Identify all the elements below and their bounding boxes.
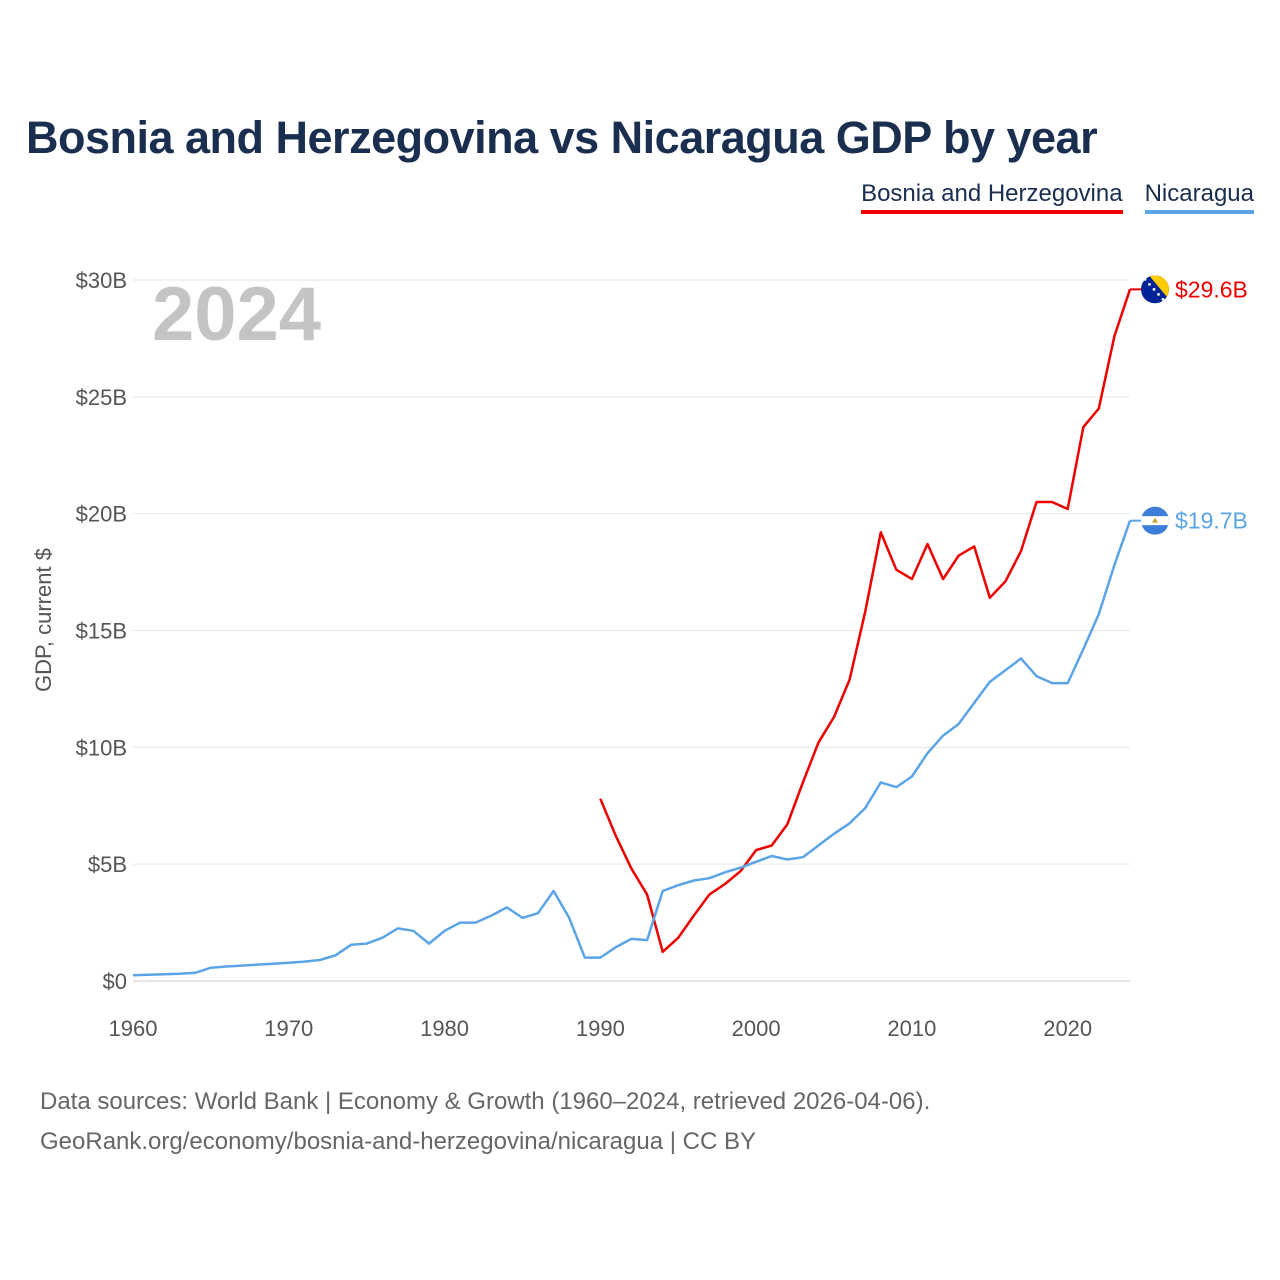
year-display: 2024 [152, 272, 321, 357]
x-tick-label: 1980 [420, 1016, 469, 1041]
end-value-label: $19.7B [1175, 508, 1248, 534]
y-tick-label: $15B [76, 619, 127, 644]
x-tick-label: 1960 [109, 1016, 158, 1041]
bosnia-flag-icon [1141, 275, 1169, 304]
y-tick-label: $5B [88, 852, 127, 877]
y-tick-label: $10B [76, 735, 127, 760]
x-tick-label: 1990 [576, 1016, 625, 1041]
grid-lines [133, 279, 1130, 982]
chart-footer: Data sources: World Bank | Economy & Gro… [40, 1082, 930, 1162]
chart-legend: Bosnia and Herzegovina Nicaragua [861, 180, 1254, 214]
footer-sources: Data sources: World Bank | Economy & Gro… [40, 1088, 931, 1115]
y-tick-label: $20B [76, 502, 127, 527]
x-tick-label: 2000 [732, 1016, 781, 1041]
chart-title: Bosnia and Herzegovina vs Nicaragua GDP … [26, 112, 1098, 163]
x-tick-label: 1970 [264, 1016, 313, 1041]
series-line-nicaragua [132, 520, 1132, 977]
legend-item-nicaragua[interactable]: Nicaragua [1144, 180, 1254, 214]
series-lines [132, 288, 1132, 977]
footer-attribution: GeoRank.org/economy/bosnia-and-herzegovi… [40, 1128, 756, 1155]
x-tick-label: 2020 [1043, 1016, 1092, 1041]
y-axis-label: GDP, current $ [31, 548, 56, 692]
legend-item-bosnia[interactable]: Bosnia and Herzegovina [861, 180, 1123, 214]
y-axis-ticks: $0 $5B $10B $15B $20B $25B $30B [76, 268, 127, 994]
nicaragua-flag-icon [1141, 506, 1169, 535]
x-tick-label: 2010 [887, 1016, 936, 1041]
end-markers: $29.6B $19.7B [1130, 275, 1248, 535]
y-tick-label: $30B [76, 268, 127, 293]
series-line-bosnia [599, 288, 1132, 954]
end-value-label: $29.6B [1175, 276, 1248, 302]
y-tick-label: $25B [76, 385, 127, 410]
x-axis-ticks: 1960 1970 1980 1990 2000 2010 2020 [109, 1016, 1093, 1041]
y-tick-label: $0 [103, 969, 127, 994]
